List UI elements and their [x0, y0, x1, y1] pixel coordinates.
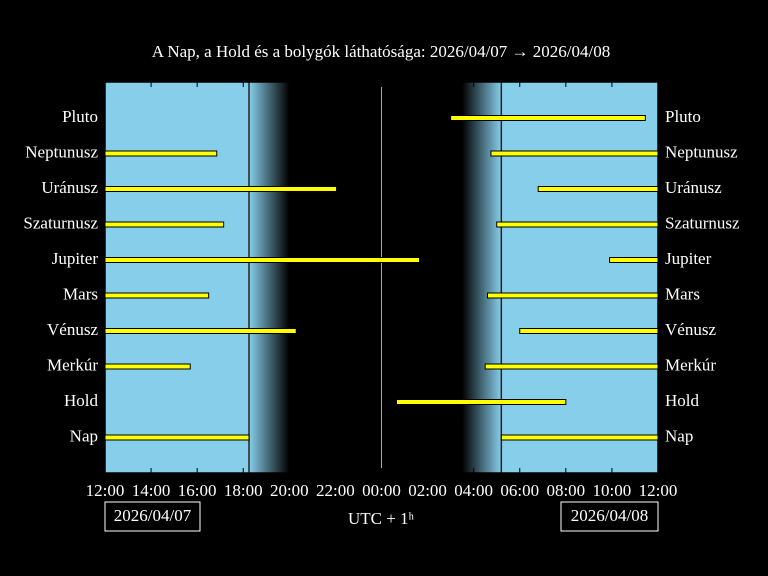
row-label: Merkúr [47, 355, 98, 374]
visibility-bar [104, 150, 218, 157]
night-sky [289, 82, 463, 473]
x-tick-label: 12:00 [639, 481, 678, 500]
visibility-bar [104, 434, 250, 441]
visibility-bar [450, 115, 646, 121]
x-tick-label: 08:00 [546, 481, 585, 500]
row-label: Pluto [62, 107, 98, 126]
row-label: Uránusz [41, 178, 98, 197]
visibility-bar [490, 150, 659, 157]
x-tick-label: 12:00 [86, 481, 125, 500]
x-tick-label: 18:00 [224, 481, 263, 500]
visibility-bar [104, 363, 191, 370]
row-label: Hold [64, 391, 99, 410]
chart-title: A Nap, a Hold és a bolygók láthatósága: … [152, 42, 610, 61]
x-tick-label: 14:00 [132, 481, 171, 500]
x-tick-label: 20:00 [270, 481, 309, 500]
visibility-bar [104, 257, 421, 263]
row-label: Vénusz [47, 320, 98, 339]
date-box [104, 501, 201, 532]
visibility-bar [484, 363, 659, 370]
row-label: Uránusz [665, 178, 722, 197]
x-tick-label: 22:00 [316, 481, 355, 500]
row-label: Szaturnusz [23, 213, 98, 232]
visibility-bar [537, 186, 659, 192]
x-tick-label: 02:00 [408, 481, 447, 500]
dusk [249, 82, 290, 473]
visibility-bar [609, 257, 659, 263]
row-label: Mars [665, 284, 700, 303]
visibility-bar [104, 292, 210, 299]
row-label: Neptunusz [25, 142, 98, 161]
row-label: Nap [70, 426, 98, 445]
visibility-bar [104, 221, 225, 228]
row-label: Jupiter [665, 249, 712, 268]
row-label: Neptunusz [665, 142, 738, 161]
row-label: Nap [665, 426, 693, 445]
visibility-bar [496, 221, 659, 228]
x-axis-label: UTC + 1ʰ [348, 509, 415, 528]
visibility-bar [395, 399, 567, 405]
x-tick-label: 04:00 [454, 481, 493, 500]
visibility-bar [500, 434, 659, 441]
dawn [462, 82, 502, 473]
visibility-bar [104, 186, 338, 192]
row-label: Vénusz [665, 320, 716, 339]
x-tick-label: 10:00 [593, 481, 632, 500]
visibility-bar [104, 328, 297, 334]
date-box [560, 501, 659, 532]
visibility-bar [519, 328, 659, 334]
end-date: 2026/04/08 [571, 506, 648, 525]
row-label: Pluto [665, 107, 701, 126]
row-label: Merkúr [665, 355, 716, 374]
start-date: 2026/04/07 [114, 506, 192, 525]
x-tick-label: 06:00 [500, 481, 539, 500]
x-tick-label: 00:00 [362, 481, 401, 500]
row-label: Szaturnusz [665, 213, 740, 232]
day-sky [501, 82, 658, 473]
row-label: Mars [63, 284, 98, 303]
visibility-bar [486, 292, 659, 299]
day-sky [105, 82, 250, 473]
row-label: Jupiter [52, 249, 99, 268]
x-tick-label: 16:00 [178, 481, 217, 500]
row-label: Hold [665, 391, 700, 410]
